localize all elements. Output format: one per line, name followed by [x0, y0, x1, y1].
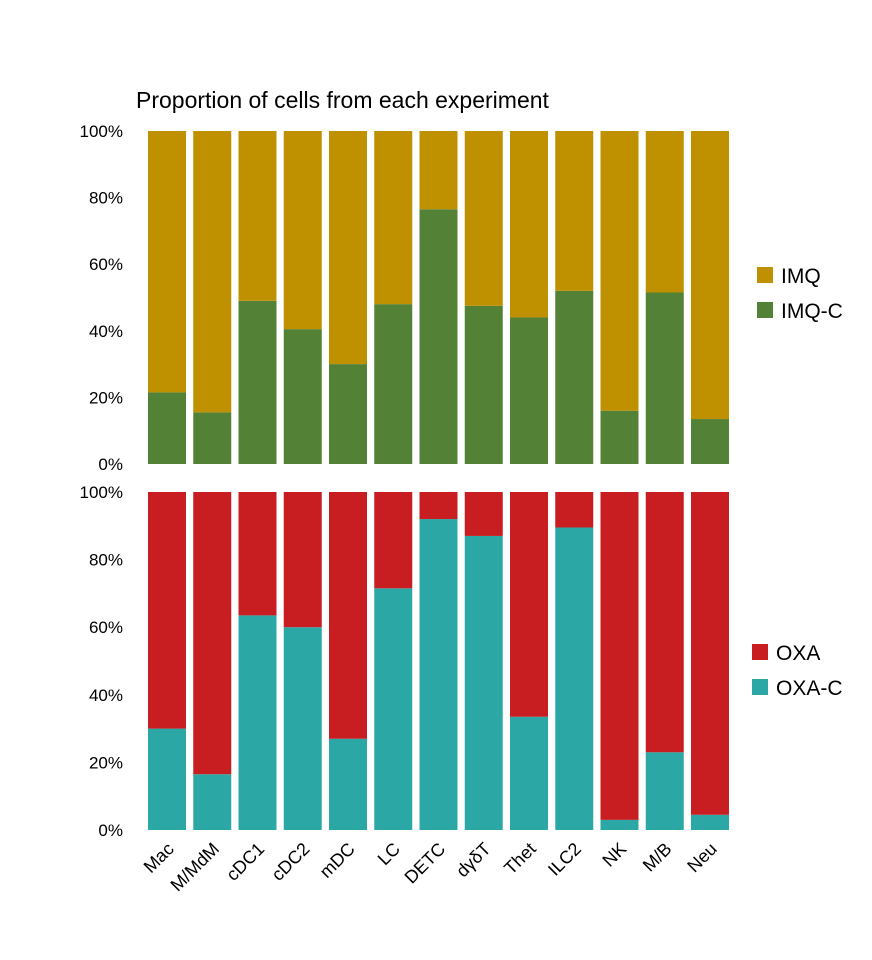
bar-imq-10	[600, 131, 639, 411]
legend-swatch-imq	[757, 267, 773, 283]
y-tick-label-bottom: 40%	[89, 686, 123, 705]
bar-oxa-c-9	[555, 527, 594, 830]
bar-imq-c-10	[600, 410, 639, 464]
bar-oxa-c-6	[419, 519, 458, 830]
bar-oxa-10	[600, 492, 639, 820]
y-tick-label-bottom: 0%	[98, 821, 123, 840]
y-tick-label-top: 60%	[89, 255, 123, 274]
bar-imq-12	[691, 131, 729, 420]
chart-title: Proportion of cells from each experiment	[136, 87, 550, 113]
bar-imq-c-7	[464, 305, 503, 464]
bar-imq-1	[193, 131, 232, 413]
bar-imq-c-6	[419, 209, 458, 464]
bar-imq-c-4	[329, 364, 367, 464]
bar-oxa-7	[464, 492, 503, 536]
y-tick-label-bottom: 100%	[80, 483, 123, 502]
bar-oxa-c-0	[148, 728, 186, 830]
bar-imq-c-3	[283, 329, 322, 464]
bar-imq-8	[510, 131, 548, 318]
legend-label-oxa-c: OXA-C	[776, 677, 843, 700]
category-label: M/B	[639, 839, 676, 876]
y-tick-label-bottom: 20%	[89, 753, 123, 772]
bar-oxa-9	[555, 492, 594, 528]
bar-oxa-5	[374, 492, 413, 589]
y-tick-label-top: 80%	[89, 189, 123, 208]
category-label: Neu	[683, 839, 720, 876]
bar-imq-11	[645, 131, 684, 293]
bar-oxa-c-7	[464, 535, 503, 830]
bar-oxa-c-4	[329, 738, 367, 830]
bar-imq-7	[464, 131, 503, 306]
legend-swatch-imq-c	[757, 302, 773, 318]
category-label: cDC1	[222, 839, 268, 885]
bar-oxa-c-12	[691, 814, 729, 830]
y-tick-label-top: 40%	[89, 322, 123, 341]
y-tick-label-bottom: 60%	[89, 618, 123, 637]
bar-oxa-c-8	[510, 716, 548, 830]
legend-label-oxa: OXA	[776, 642, 820, 665]
category-label: mDC	[316, 839, 359, 882]
bar-oxa-3	[283, 492, 322, 628]
bar-oxa-12	[691, 492, 729, 815]
bar-imq-c-0	[148, 392, 186, 464]
bar-oxa-1	[193, 492, 232, 775]
bar-oxa-c-5	[374, 588, 413, 830]
bar-oxa-c-1	[193, 774, 232, 830]
y-tick-label-bottom: 80%	[89, 551, 123, 570]
bar-imq-c-11	[645, 292, 684, 464]
y-tick-label-top: 20%	[89, 388, 123, 407]
bar-oxa-6	[419, 492, 458, 520]
category-label: dγδT	[452, 839, 494, 881]
bar-imq-c-1	[193, 412, 232, 464]
bar-imq-2	[238, 131, 277, 301]
bar-imq-4	[329, 131, 367, 365]
bar-imq-0	[148, 131, 186, 393]
category-label: LC	[374, 839, 404, 869]
category-label: Mac	[140, 839, 178, 877]
bar-imq-c-12	[691, 419, 729, 464]
chart-panel-top: 0% 20% 40% 60% 80% 100% IMQ IMQ-C	[80, 122, 843, 474]
bar-oxa-8	[510, 492, 548, 717]
bar-oxa-2	[238, 492, 277, 616]
category-label: NK	[598, 839, 630, 871]
bar-imq-c-2	[238, 300, 277, 464]
bar-oxa-11	[645, 492, 684, 753]
category-label: Thet	[500, 839, 540, 879]
category-label: DETC	[401, 839, 450, 888]
bar-imq-9	[555, 131, 594, 291]
bar-imq-3	[283, 131, 322, 330]
bar-imq-c-8	[510, 317, 548, 464]
y-tick-label-top: 100%	[80, 122, 123, 141]
category-label: ILC2	[544, 839, 585, 880]
legend-swatch-oxa	[752, 644, 768, 660]
legend-label-imq: IMQ	[781, 265, 821, 288]
bar-oxa-c-2	[238, 615, 277, 830]
bar-oxa-4	[329, 492, 367, 739]
category-label: M/MdM	[167, 839, 224, 896]
bar-imq-6	[419, 131, 458, 210]
y-tick-label-top: 0%	[98, 455, 123, 474]
bar-oxa-0	[148, 492, 186, 729]
bar-oxa-c-3	[283, 627, 322, 830]
category-label: cDC2	[268, 839, 314, 885]
bar-imq-5	[374, 131, 413, 305]
legend-label-imq-c: IMQ-C	[781, 300, 843, 323]
legend-swatch-oxa-c	[752, 679, 768, 695]
bar-imq-c-5	[374, 304, 413, 464]
bar-oxa-c-11	[645, 752, 684, 830]
chart-panel-bottom: 0% 20% 40% 60% 80% 100% OXA OXA-C	[80, 483, 843, 840]
bar-oxa-c-10	[600, 819, 639, 830]
bar-imq-c-9	[555, 290, 594, 464]
